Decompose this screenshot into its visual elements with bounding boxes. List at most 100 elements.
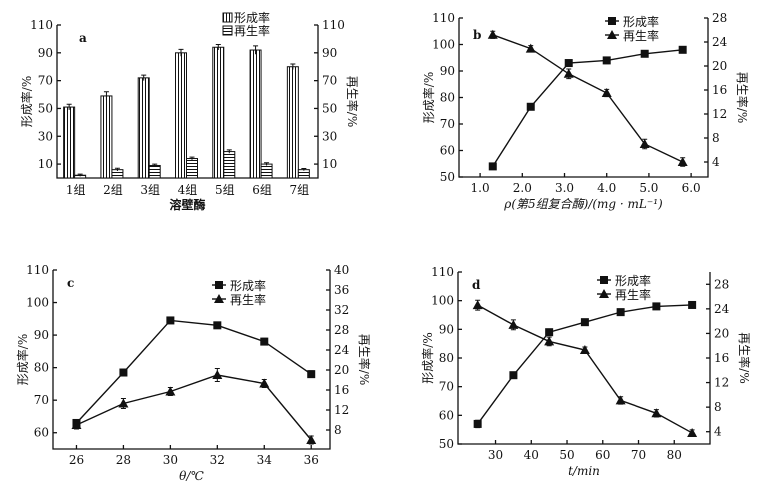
data-point-formation	[473, 419, 482, 428]
data-point-formation	[640, 49, 649, 58]
y-axis-label-left: 形成率/%	[421, 72, 436, 123]
y-tick-label-left: 60	[439, 408, 454, 422]
y-tick-label-right: 10	[322, 157, 337, 171]
data-point-regeneration	[601, 88, 612, 97]
series-line-regeneration	[492, 34, 683, 163]
x-tick-label: 28	[116, 453, 131, 467]
error-bar	[178, 48, 184, 57]
data-point-regeneration	[687, 427, 698, 437]
y-tick-label-left: 90	[34, 328, 49, 342]
data-point-formation	[678, 45, 687, 54]
error-bar	[152, 163, 158, 167]
panel-label: b	[473, 28, 481, 42]
x-tick-label: 80	[667, 448, 682, 462]
legend-label: 再生率	[230, 292, 266, 307]
y-tick-label-left: 70	[34, 393, 49, 407]
x-tick-label: 50	[559, 448, 574, 462]
data-point-formation	[166, 316, 175, 325]
data-point-regeneration	[487, 29, 498, 39]
data-point-formation	[580, 318, 589, 327]
data-point-regeneration	[651, 408, 662, 418]
data-point-regeneration	[259, 378, 270, 388]
error-bar	[226, 149, 232, 154]
bar-regeneration	[260, 163, 273, 179]
y-tick-label-left: 70	[38, 74, 53, 88]
y-tick-label-right: 28	[714, 277, 729, 291]
panel-label: d	[472, 278, 481, 292]
y-tick-label-right: 4	[712, 155, 720, 169]
data-point-formation	[652, 302, 661, 311]
data-point-regeneration	[579, 345, 590, 355]
x-tick-label: 1组	[66, 183, 86, 197]
y-tick-label-left: 70	[440, 117, 455, 131]
axes-frame	[56, 25, 319, 179]
y-tick-label-right: 28	[712, 11, 727, 25]
x-tick-label: 1.0	[471, 181, 490, 195]
x-axis-label: ρ(第5组复合酶)/(mg · mL⁻¹)	[503, 197, 663, 211]
y-tick-label-left: 60	[440, 144, 455, 158]
y-tick-label-left: 50	[440, 170, 455, 184]
y-axis-label-left: 形成率/%	[420, 332, 435, 383]
error-bar	[215, 43, 221, 51]
data-point-formation	[307, 370, 316, 379]
legend-marker	[214, 294, 224, 303]
y-tick-label-right: 12	[334, 403, 349, 417]
y-tick-label-left: 110	[30, 18, 53, 32]
x-tick-label: 30	[488, 448, 503, 462]
y-axis-label-right: 再生率/%	[737, 332, 752, 383]
y-axis-label-right: 再生率/%	[357, 334, 372, 385]
data-point-formation	[119, 368, 128, 377]
legend-label: 再生率	[623, 28, 659, 43]
panel-label: c	[67, 276, 74, 290]
y-axis-label-right: 再生率/%	[735, 72, 750, 123]
data-point-formation	[602, 56, 611, 65]
y-tick-label-right: 50	[322, 101, 337, 115]
y-tick-label-right: 20	[712, 59, 727, 73]
y-tick-label-left: 80	[440, 91, 455, 105]
data-point-regeneration	[306, 435, 317, 444]
chart-panel-b: 50 60 70 80 90 100 110 4 8 12 16 20 24 28 1.0 2.0 3.0 4.0…	[421, 11, 750, 211]
x-axis-label: θ/℃	[179, 469, 204, 483]
x-tick-label: 4组	[178, 183, 198, 197]
y-axis-label-right: 再生率/%	[345, 76, 360, 127]
y-tick-label-right: 16	[334, 383, 349, 397]
legend-label: 形成率	[230, 278, 266, 293]
x-tick-label: 60	[595, 448, 610, 462]
y-tick-label-right: 12	[712, 107, 727, 121]
y-tick-label-left: 10	[38, 157, 53, 171]
legend-marker	[607, 30, 617, 39]
x-tick-label: 5组	[215, 183, 235, 197]
x-tick-label: 3组	[140, 183, 160, 197]
y-tick-label-left: 100	[431, 294, 454, 308]
x-axis-label: 溶壁酶	[169, 197, 205, 212]
bar-formation	[286, 66, 299, 179]
error-bar	[290, 63, 296, 70]
y-tick-label-right: 24	[712, 35, 728, 49]
y-tick-label-right: 4	[714, 425, 722, 439]
y-axis-label-left: 形成率/%	[19, 76, 34, 127]
x-tick-label: 4.0	[597, 181, 616, 195]
data-point-regeneration	[212, 370, 223, 379]
x-tick-label: 7组	[290, 183, 310, 197]
legend-label: 再生率	[615, 287, 651, 302]
y-tick-label-left: 100	[432, 38, 455, 52]
data-point-formation	[545, 328, 554, 337]
y-tick-label-right: 110	[322, 18, 345, 32]
error-bar	[141, 74, 147, 81]
x-tick-label: 6组	[252, 183, 272, 197]
x-tick-label: 70	[631, 448, 646, 462]
x-axis-label: t/min	[568, 464, 600, 478]
error-bar	[253, 45, 259, 55]
data-point-regeneration	[563, 68, 574, 78]
x-tick-label: 3.0	[555, 181, 574, 195]
data-point-formation	[564, 59, 573, 68]
data-point-regeneration	[615, 395, 626, 405]
data-point-regeneration	[544, 336, 555, 346]
data-point-formation	[526, 102, 535, 111]
y-tick-label-left: 90	[38, 46, 53, 60]
data-point-regeneration	[71, 420, 82, 429]
data-point-regeneration	[677, 157, 688, 166]
data-point-regeneration	[118, 398, 129, 408]
x-tick-label: 2组	[103, 183, 123, 197]
